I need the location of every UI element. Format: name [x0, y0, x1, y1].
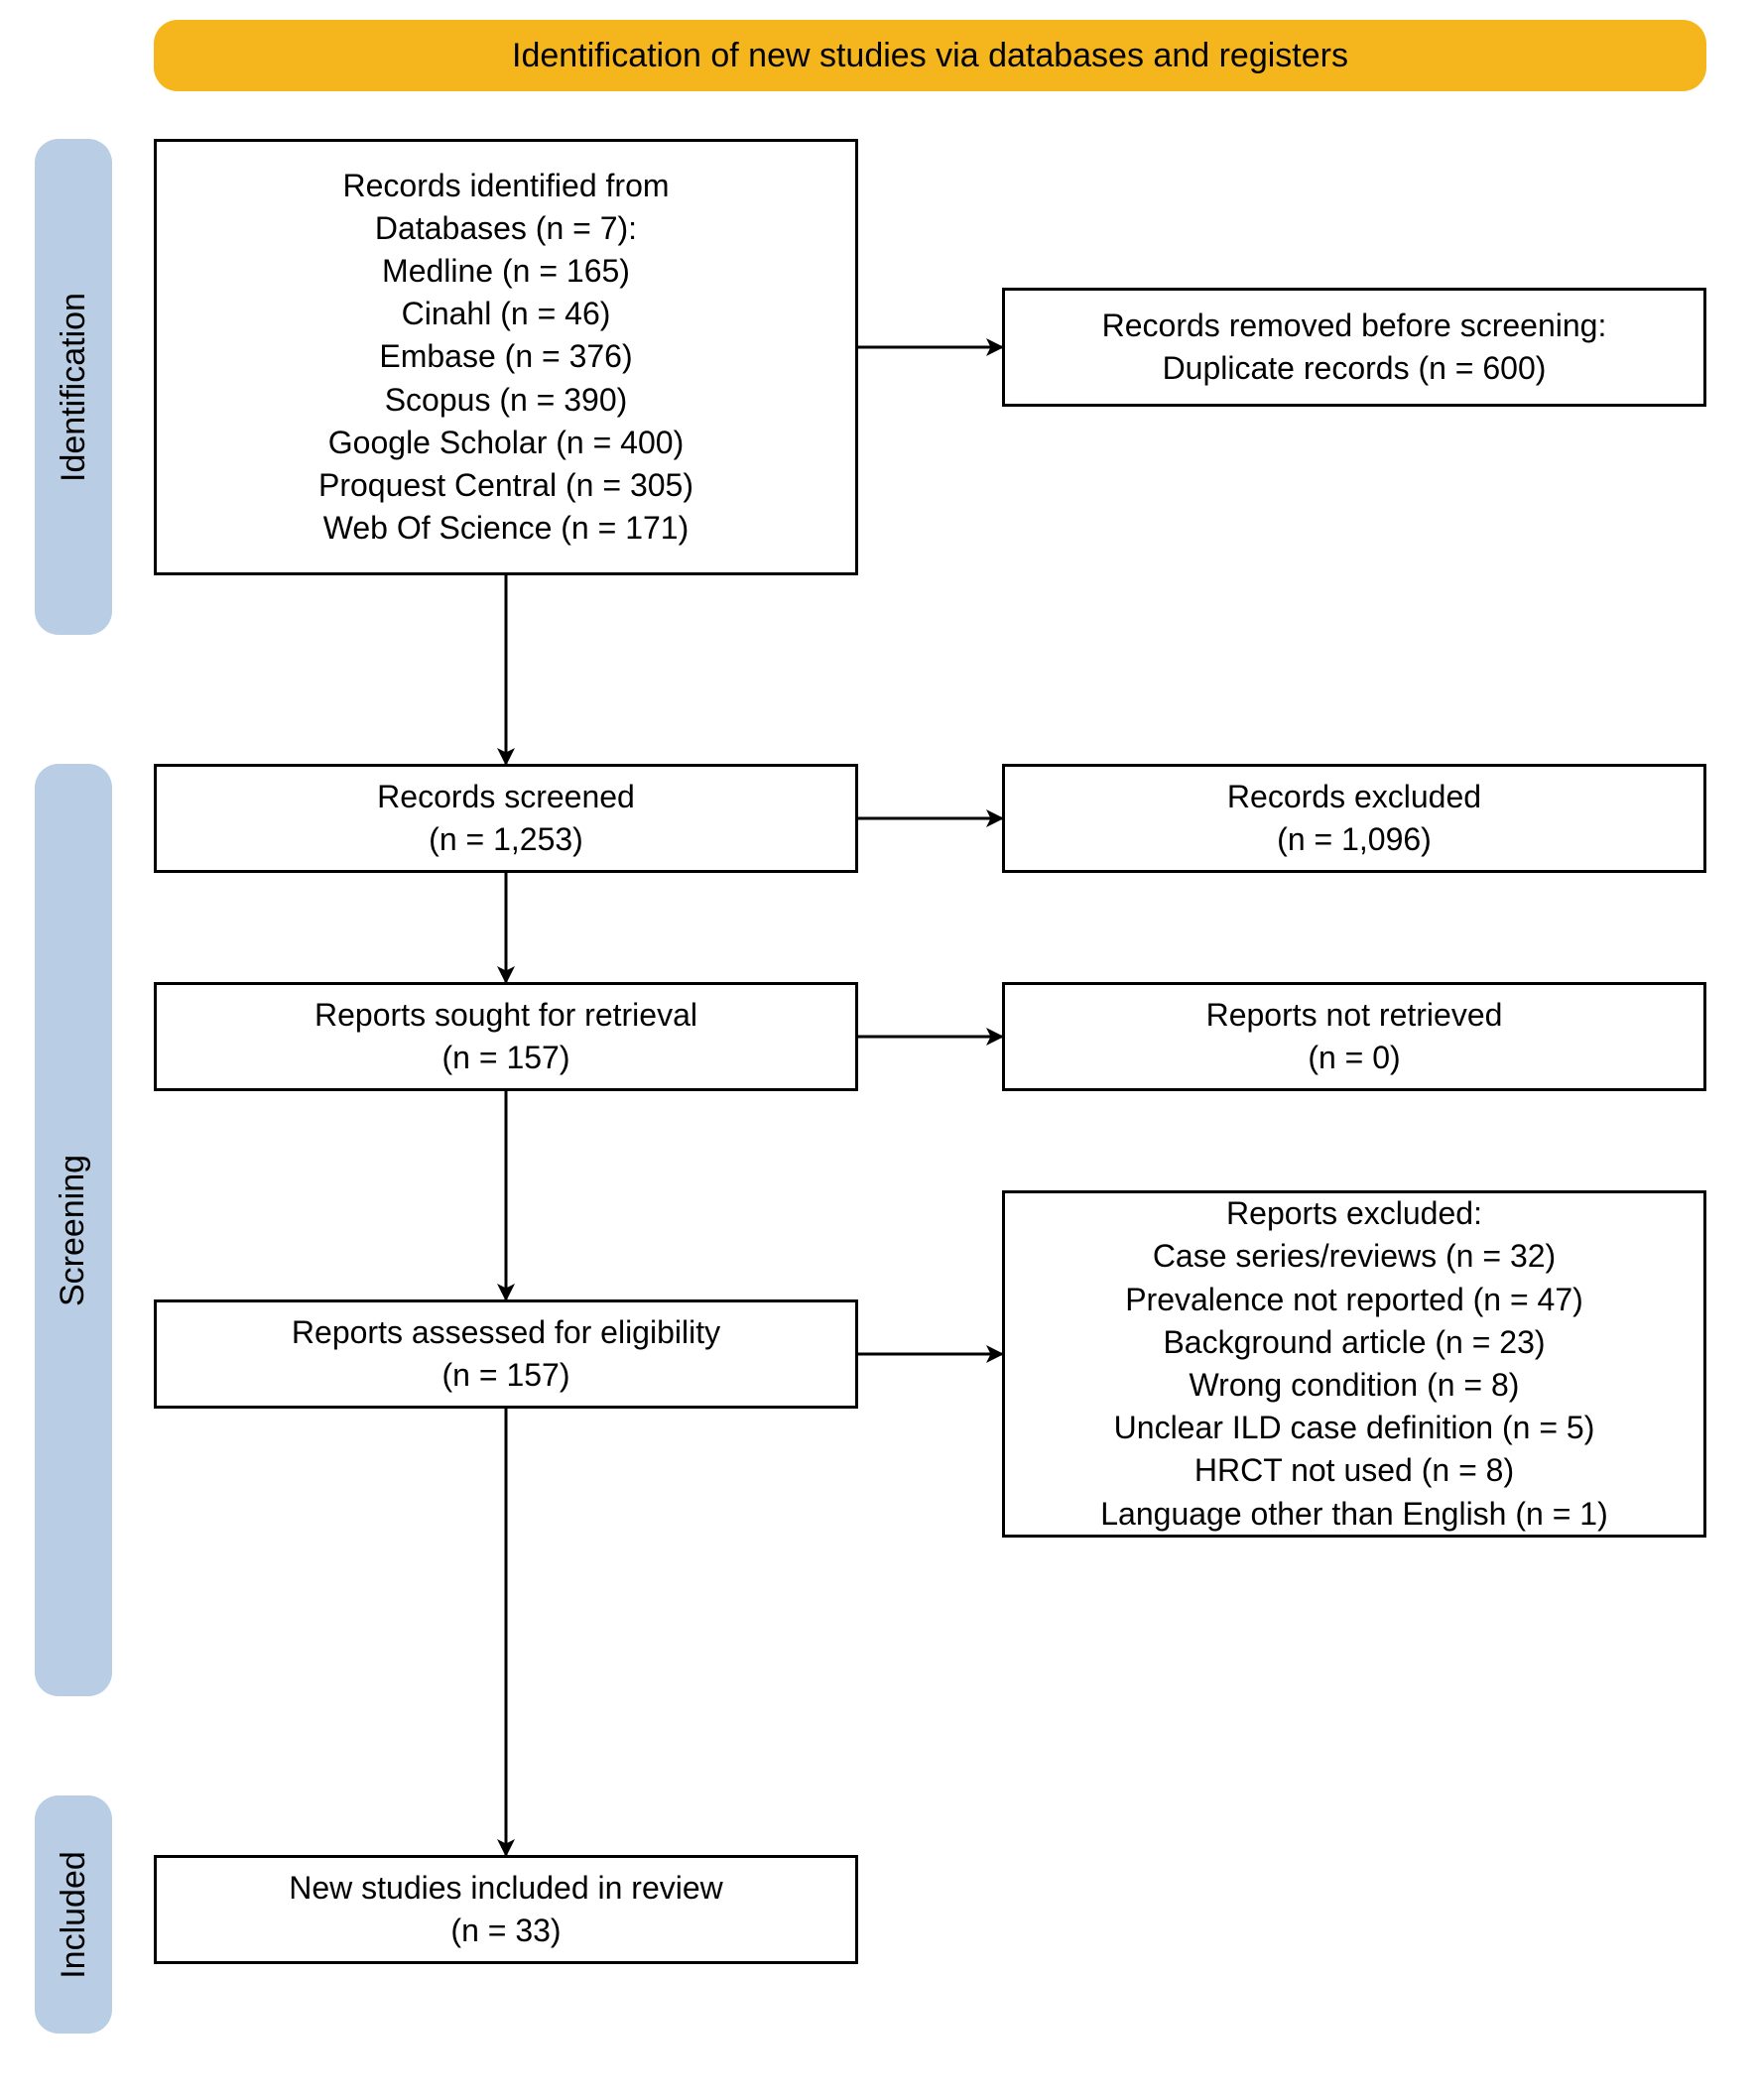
box-line: (n = 157) — [442, 1354, 570, 1397]
node-sought: Reports sought for retrieval(n = 157) — [154, 982, 858, 1091]
node-not-retrieved: Reports not retrieved(n = 0) — [1002, 982, 1706, 1091]
phase-included: Included — [35, 1795, 112, 2034]
node-removed-before: Records removed before screening:Duplica… — [1002, 288, 1706, 407]
box-line: (n = 1,096) — [1277, 818, 1432, 861]
box-line: Prevalence not reported (n = 47) — [1125, 1279, 1583, 1321]
box-line: Web Of Science (n = 171) — [323, 507, 689, 550]
phase-screening: Screening — [35, 764, 112, 1696]
box-line: Medline (n = 165) — [382, 250, 630, 293]
box-line: Embase (n = 376) — [379, 335, 632, 378]
box-line: Reports excluded: — [1226, 1192, 1482, 1235]
prisma-flowchart: Identification of new studies via databa… — [0, 0, 1758, 2100]
box-line: (n = 0) — [1308, 1037, 1400, 1079]
box-line: Case series/reviews (n = 32) — [1153, 1235, 1556, 1278]
phase-identification-label: Identification — [55, 293, 93, 482]
node-assessed: Reports assessed for eligibility(n = 157… — [154, 1299, 858, 1409]
box-line: Records removed before screening: — [1102, 305, 1607, 347]
box-line: (n = 33) — [450, 1910, 561, 1952]
box-line: Records excluded — [1227, 776, 1481, 818]
box-line: Google Scholar (n = 400) — [328, 422, 684, 464]
box-line: Proquest Central (n = 305) — [318, 464, 693, 507]
box-line: HRCT not used (n = 8) — [1194, 1449, 1514, 1492]
phase-included-label: Included — [55, 1851, 93, 1979]
box-line: Reports not retrieved — [1206, 994, 1503, 1037]
box-line: Duplicate records (n = 600) — [1163, 347, 1547, 390]
box-line: Unclear ILD case definition (n = 5) — [1114, 1407, 1595, 1449]
box-line: (n = 157) — [442, 1037, 570, 1079]
box-line: Background article (n = 23) — [1163, 1321, 1545, 1364]
node-excluded: Records excluded(n = 1,096) — [1002, 764, 1706, 873]
box-line: Scopus (n = 390) — [385, 379, 628, 422]
phase-identification: Identification — [35, 139, 112, 635]
header-text: Identification of new studies via databa… — [512, 37, 1348, 75]
node-reports-excluded: Reports excluded:Case series/reviews (n … — [1002, 1190, 1706, 1538]
box-line: Reports sought for retrieval — [314, 994, 697, 1037]
box-line: Reports assessed for eligibility — [292, 1311, 720, 1354]
box-line: New studies included in review — [289, 1867, 723, 1910]
header-banner: Identification of new studies via databa… — [154, 20, 1706, 91]
node-screened: Records screened(n = 1,253) — [154, 764, 858, 873]
box-line: Databases (n = 7): — [375, 207, 637, 250]
box-line: Records screened — [377, 776, 635, 818]
node-included: New studies included in review(n = 33) — [154, 1855, 858, 1964]
node-identified: Records identified fromDatabases (n = 7)… — [154, 139, 858, 575]
box-line: (n = 1,253) — [429, 818, 583, 861]
phase-screening-label: Screening — [55, 1154, 93, 1305]
box-line: Wrong condition (n = 8) — [1190, 1364, 1520, 1407]
box-line: Records identified from — [342, 165, 669, 207]
box-line: Cinahl (n = 46) — [402, 293, 611, 335]
box-line: Language other than English (n = 1) — [1100, 1493, 1607, 1536]
